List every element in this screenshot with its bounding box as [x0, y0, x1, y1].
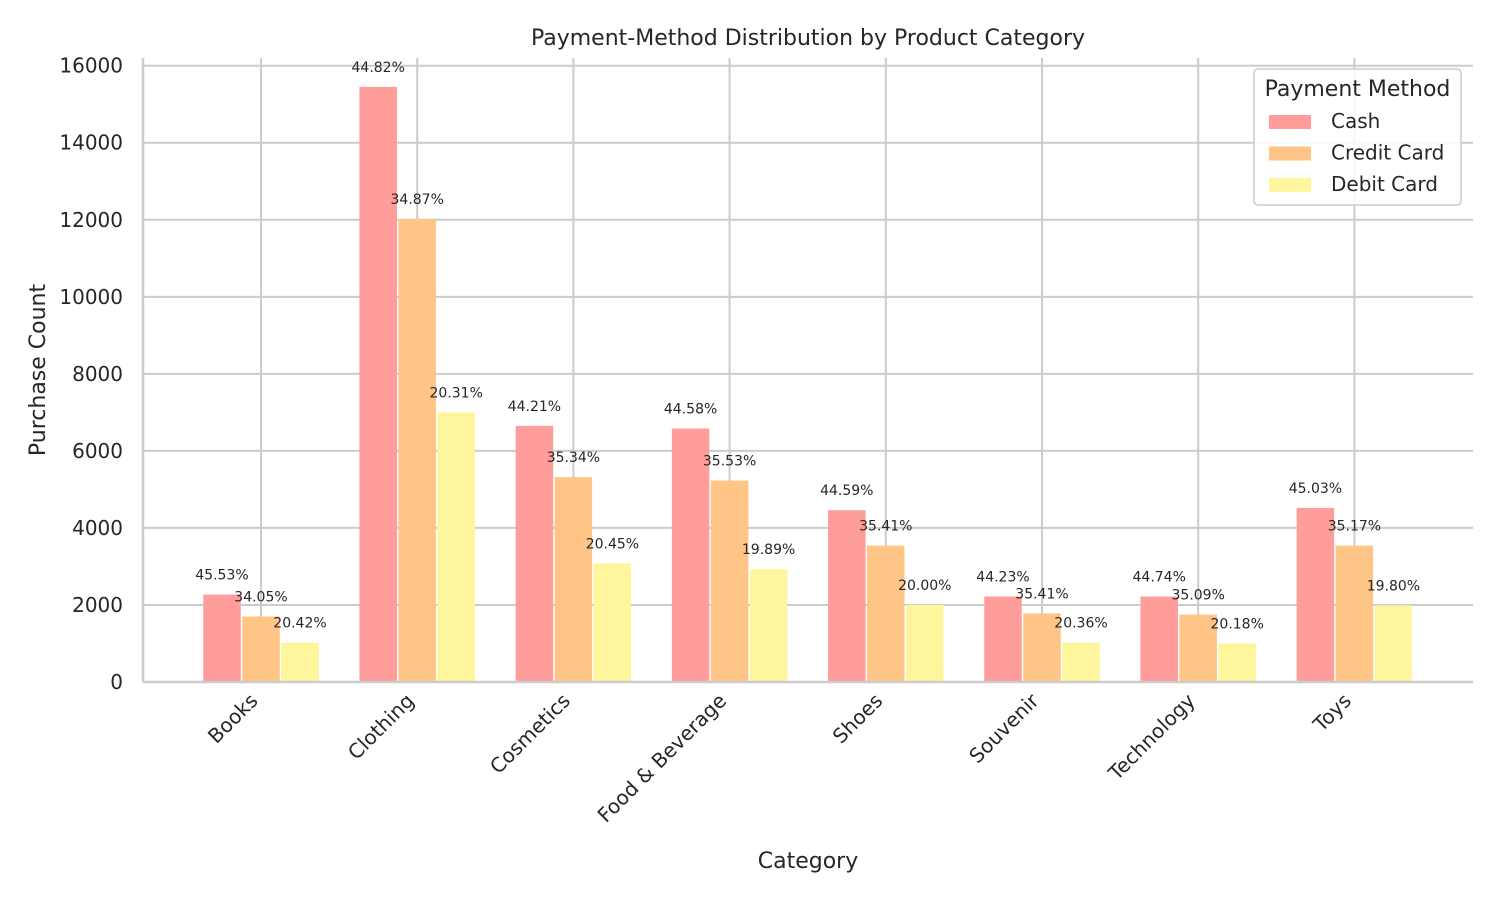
bar [437, 412, 475, 682]
y-tick-label: 0 [110, 670, 123, 694]
bar [749, 569, 788, 682]
data-label: 34.87% [391, 192, 444, 208]
data-label: 34.05% [234, 590, 287, 606]
data-label: 20.36% [1054, 616, 1107, 632]
bar [1374, 605, 1413, 682]
x-tick-label: Technology [1103, 688, 1200, 785]
data-label: 44.59% [820, 483, 873, 499]
x-tick-label: Toys [1308, 689, 1356, 737]
x-tick-label: Souvenir [964, 688, 1044, 768]
bar [906, 604, 944, 682]
legend-title: Payment Method [1265, 77, 1451, 102]
data-label: 44.23% [976, 569, 1029, 585]
bars [203, 86, 1413, 683]
data-label: 35.09% [1172, 588, 1225, 604]
x-tick-label: Cosmetics [485, 689, 575, 779]
y-tick-label: 14000 [59, 131, 123, 155]
data-label: 35.53% [703, 454, 756, 470]
data-label: 44.21% [508, 399, 561, 415]
data-label: 20.42% [273, 616, 326, 632]
data-label: 45.53% [195, 568, 248, 584]
bar [593, 563, 632, 682]
data-label: 45.03% [1289, 481, 1342, 497]
bar [1062, 642, 1100, 682]
legend-swatch [1269, 178, 1311, 192]
bar [710, 480, 749, 682]
bar [359, 86, 397, 682]
legend-swatch [1269, 115, 1311, 129]
y-tick-label: 10000 [59, 285, 123, 309]
legend-entry: Cash [1331, 109, 1380, 133]
y-tick-label: 8000 [72, 362, 123, 386]
x-tick-label: Food & Beverage [593, 689, 732, 828]
bar [554, 477, 593, 682]
bar-labels: 45.53% 44.82% 44.21% 44.58% 44.59% 44.23% 44.7… [195, 60, 1420, 633]
data-label: 35.17% [1328, 519, 1381, 535]
y-tick-label: 4000 [72, 516, 123, 540]
bar [1140, 596, 1178, 682]
bar [671, 428, 710, 682]
data-label: 20.31% [430, 385, 483, 401]
bar [515, 425, 554, 682]
bar [867, 545, 905, 682]
bar [984, 596, 1022, 682]
bar [1179, 614, 1217, 682]
bar [242, 616, 280, 682]
data-label: 35.41% [859, 519, 912, 535]
data-label: 44.74% [1133, 569, 1186, 585]
bar [1218, 643, 1256, 682]
legend-box [1253, 68, 1462, 206]
legend-entry: Credit Card [1331, 141, 1444, 165]
x-tick-label: Clothing [343, 689, 419, 765]
data-label: 19.80% [1367, 578, 1420, 594]
y-tick-label: 6000 [72, 439, 123, 463]
data-label: 20.45% [586, 536, 639, 552]
y-tick-label: 12000 [59, 208, 123, 232]
bar [281, 642, 319, 682]
data-label: 20.00% [898, 578, 951, 594]
x-tick-label: Books [203, 689, 263, 749]
data-label: 35.34% [547, 450, 600, 466]
legend: Payment Method Cash Credit Card Debit Card [1253, 68, 1462, 206]
data-label: 35.41% [1015, 586, 1068, 602]
bar [1296, 507, 1335, 682]
chart-title: Payment-Method Distribution by Product C… [531, 26, 1085, 51]
x-tick-label: Shoes [828, 689, 888, 749]
y-axis-label: Purchase Count [26, 284, 51, 457]
data-label: 44.58% [664, 402, 717, 418]
bar [828, 510, 866, 682]
bar [203, 594, 241, 682]
y-tick-label: 16000 [59, 54, 123, 78]
data-label: 20.18% [1211, 616, 1264, 632]
bar [398, 219, 436, 683]
y-tick-label: 2000 [72, 593, 123, 617]
x-axis-label: Category [758, 849, 859, 874]
legend-entry: Debit Card [1331, 172, 1438, 196]
data-label: 19.89% [742, 542, 795, 558]
legend-swatch [1269, 146, 1311, 161]
bar [1023, 613, 1061, 682]
data-label: 44.82% [352, 60, 405, 76]
bar [1335, 545, 1374, 682]
